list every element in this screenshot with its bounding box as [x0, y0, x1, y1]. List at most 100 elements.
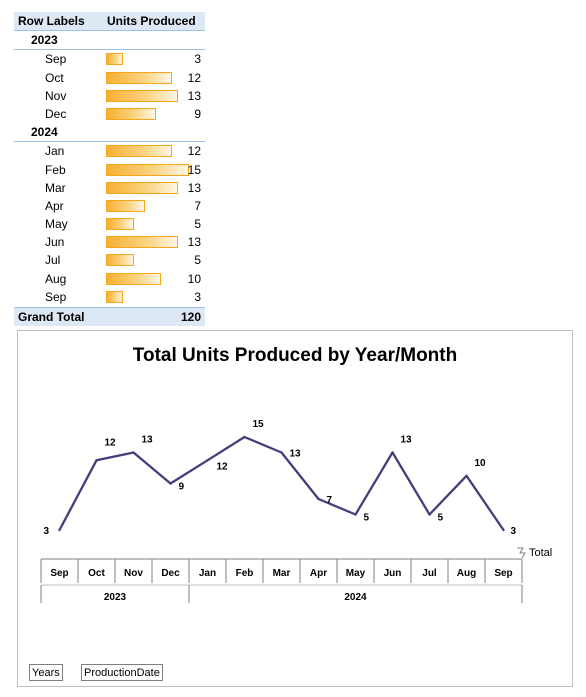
- month-row[interactable]: Jan 12: [14, 142, 205, 160]
- data-point: [428, 513, 431, 516]
- grand-total-row: Grand Total 120: [14, 307, 205, 327]
- x-tick-label: Jul: [422, 568, 437, 579]
- production-date-field-button[interactable]: ProductionDate: [81, 664, 163, 681]
- month-label: Mar: [45, 180, 66, 195]
- month-label: Sep: [45, 52, 67, 67]
- month-label: Apr: [45, 198, 64, 213]
- units-value: 12: [187, 70, 201, 85]
- units-value: 12: [187, 144, 201, 159]
- grand-total-label: Grand Total: [18, 310, 85, 324]
- month-row[interactable]: Feb 15: [14, 161, 205, 179]
- year-row[interactable]: 2024: [14, 123, 205, 143]
- month-label: Feb: [45, 162, 66, 177]
- x-tick-label: Sep: [494, 568, 512, 579]
- units-value: 13: [187, 180, 201, 195]
- month-row[interactable]: Dec 9: [14, 105, 205, 123]
- pivot-table: Row Labels Units Produced 2023 Sep 3 Oct 12 N…: [14, 12, 205, 327]
- year-row[interactable]: 2023: [14, 31, 205, 51]
- data-label: 3: [44, 526, 50, 537]
- data-bar: [106, 107, 156, 120]
- data-bar: [106, 236, 178, 249]
- data-bar: [106, 254, 134, 267]
- data-label: 5: [438, 513, 444, 524]
- data-point: [169, 482, 172, 485]
- year-label: 2024: [31, 125, 58, 140]
- x-tick-label: May: [346, 568, 366, 579]
- data-point: [391, 451, 394, 454]
- units-value: 13: [187, 88, 201, 103]
- x-group-label: 2023: [104, 592, 127, 603]
- x-tick-label: Jan: [199, 568, 216, 579]
- data-bar: [106, 71, 172, 84]
- pivot-body: 2023 Sep 3 Oct 12 Nov 13 Dec 9 2024 Jan 12 Feb 15 Mar 1…: [14, 31, 205, 306]
- month-row[interactable]: Apr 7: [14, 197, 205, 215]
- x-tick-label: Jun: [384, 568, 402, 579]
- month-label: Oct: [45, 70, 64, 85]
- x-tick-label: Feb: [236, 568, 254, 579]
- data-bar: [106, 218, 134, 231]
- row-labels-header[interactable]: Row Labels: [18, 14, 85, 28]
- data-bar: [106, 290, 123, 303]
- data-label: 3: [511, 526, 517, 537]
- month-label: Sep: [45, 289, 67, 304]
- x-tick-label: Aug: [457, 568, 476, 579]
- month-label: Jul: [45, 253, 61, 268]
- units-value: 10: [187, 271, 201, 286]
- data-bar: [106, 199, 145, 212]
- data-point: [354, 513, 357, 516]
- data-label: 10: [475, 458, 487, 469]
- units-value: 3: [194, 289, 201, 304]
- data-bar: [106, 181, 178, 194]
- month-row[interactable]: Aug 10: [14, 270, 205, 288]
- data-point: [206, 459, 209, 462]
- data-bar: [106, 145, 172, 158]
- data-point: [95, 459, 98, 462]
- data-point: [58, 528, 61, 532]
- month-row[interactable]: Sep 3: [14, 50, 205, 68]
- data-label: 5: [364, 513, 370, 524]
- month-row[interactable]: Jul 5: [14, 251, 205, 269]
- month-label: Jun: [45, 235, 65, 250]
- units-value: 9: [194, 106, 201, 121]
- month-row[interactable]: Nov 13: [14, 87, 205, 105]
- units-value: 7: [194, 198, 201, 213]
- month-label: Dec: [45, 106, 67, 121]
- x-tick-label: Apr: [310, 568, 327, 579]
- month-label: Jan: [45, 144, 65, 159]
- year-label: 2023: [31, 33, 58, 48]
- data-label: 12: [105, 437, 117, 448]
- legend-entry-total: Total: [529, 547, 552, 559]
- month-row[interactable]: May 5: [14, 215, 205, 233]
- x-group-label: 2024: [344, 592, 367, 603]
- data-label: 7: [327, 495, 333, 506]
- pivot-header-row: Row Labels Units Produced: [14, 12, 205, 32]
- data-point: [465, 474, 468, 477]
- x-tick-label: Nov: [124, 568, 143, 579]
- legend-marker: [517, 547, 526, 559]
- x-tick-label: Oct: [88, 568, 105, 579]
- years-field-button[interactable]: Years: [29, 664, 63, 681]
- grand-total-value: 120: [180, 310, 201, 324]
- data-bar: [106, 163, 189, 176]
- month-row[interactable]: Sep 3: [14, 288, 205, 306]
- month-row[interactable]: Jun 13: [14, 233, 205, 251]
- units-value: 3: [194, 52, 201, 67]
- chart-title: Total Units Produced by Year/Month: [133, 345, 457, 366]
- units-value: 5: [194, 253, 201, 268]
- data-label: 9: [179, 482, 185, 493]
- data-label: 13: [142, 435, 154, 446]
- data-label: 13: [290, 449, 302, 460]
- data-point: [132, 451, 135, 454]
- month-row[interactable]: Oct 12: [14, 69, 205, 87]
- x-tick-label: Mar: [273, 568, 291, 579]
- data-bar: [106, 53, 123, 66]
- month-label: May: [45, 217, 68, 232]
- units-value: 5: [194, 217, 201, 232]
- pivot-chart[interactable]: [17, 330, 573, 687]
- data-point: [502, 528, 505, 532]
- data-label: 15: [253, 419, 265, 430]
- month-row[interactable]: Mar 13: [14, 179, 205, 197]
- data-point: [317, 497, 320, 501]
- data-bar: [106, 272, 161, 285]
